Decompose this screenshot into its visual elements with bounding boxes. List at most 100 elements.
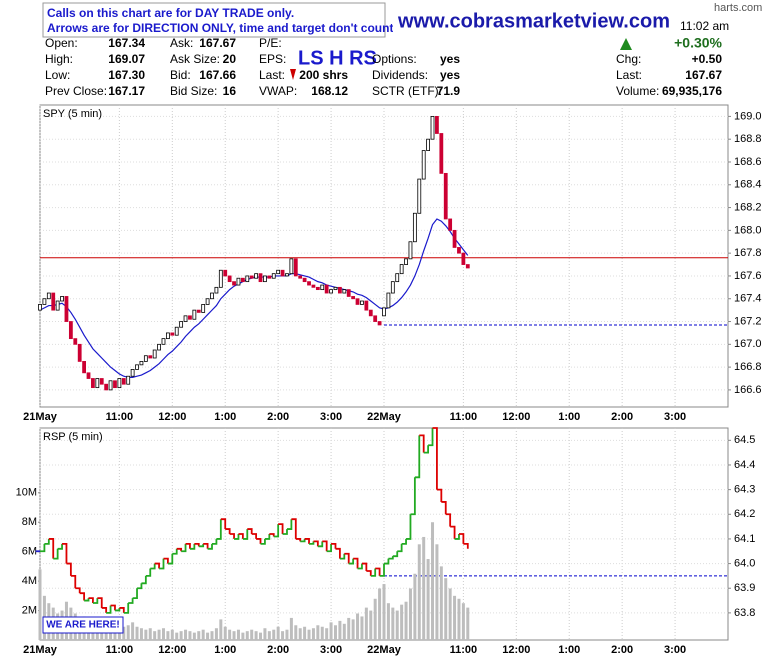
volume-bar <box>298 628 302 640</box>
volume-bar <box>444 578 448 640</box>
volume-bar <box>378 588 382 640</box>
candle <box>386 292 391 309</box>
candle <box>404 258 408 265</box>
volume-bar <box>144 629 148 640</box>
volume-bar <box>325 628 329 640</box>
field-label: High: <box>45 52 73 66</box>
up-arrow <box>620 38 632 50</box>
candle <box>73 338 78 345</box>
price-step <box>348 558 355 565</box>
notes-box <box>42 2 386 38</box>
volume-bar <box>316 625 320 640</box>
field-value: 168.12 <box>311 84 348 98</box>
price-step <box>176 547 183 552</box>
moving-average <box>39 218 469 378</box>
volume-bar <box>175 632 179 640</box>
price-step <box>392 551 399 558</box>
annotation-box <box>42 616 124 634</box>
volume-bar <box>404 601 408 640</box>
price-step <box>397 543 403 553</box>
volume-bar <box>329 622 333 640</box>
price-step <box>384 558 390 565</box>
price-step <box>406 514 412 540</box>
price-step <box>181 543 187 553</box>
volume-bar <box>153 631 157 640</box>
panel-label: SPY (5 min) <box>43 108 102 120</box>
price-step <box>260 538 266 545</box>
y-tick-label: 167.8 <box>734 247 762 259</box>
y2-tick-label: 6M <box>22 546 37 558</box>
price-step <box>75 587 81 594</box>
price-step <box>313 540 319 547</box>
price-step <box>154 562 160 569</box>
candle <box>196 309 201 313</box>
candle <box>236 277 241 286</box>
price-step <box>106 605 112 614</box>
volume-bar <box>188 631 192 640</box>
price-step <box>189 543 196 550</box>
candle <box>285 273 289 277</box>
candle <box>232 281 236 286</box>
x-tick-label: 2:00 <box>611 644 633 656</box>
price-step <box>419 434 425 453</box>
candle <box>104 383 109 391</box>
volume-bar <box>303 626 307 640</box>
y-tick-label: 64.4 <box>734 459 755 471</box>
candle <box>135 364 139 370</box>
y-tick-label: 168.0 <box>734 224 762 236</box>
candle <box>443 172 448 220</box>
candle <box>91 378 95 389</box>
candle <box>302 277 307 283</box>
y-tick-label: 168.6 <box>734 156 762 168</box>
volume-bar <box>386 603 390 640</box>
volume-bar <box>347 617 351 640</box>
candle <box>245 275 250 283</box>
candle <box>38 304 42 311</box>
price-step <box>326 543 332 553</box>
y-tick-label: 168.8 <box>734 133 762 145</box>
y2-tick-label: 4M <box>22 575 37 587</box>
volume-bar <box>294 625 298 640</box>
price-step <box>92 598 99 604</box>
x-tick-label: 1:00 <box>558 411 580 423</box>
y-tick-label: 64.1 <box>734 533 755 545</box>
candle <box>351 296 356 300</box>
price-step <box>295 538 302 542</box>
volume-bar <box>311 628 315 640</box>
candle <box>210 292 214 300</box>
x-tick-label: 11:00 <box>106 411 134 423</box>
volume-bar <box>245 631 249 640</box>
candle <box>377 321 382 326</box>
y2-tick-label: 8M <box>22 516 37 528</box>
price-step <box>247 528 253 534</box>
x-tick-label: 3:00 <box>320 644 342 656</box>
volume-bar <box>223 626 227 640</box>
x-tick-label: 22May <box>367 411 402 423</box>
candle <box>174 326 179 336</box>
volume-bar <box>201 629 205 640</box>
x-tick-label: 1:00 <box>214 411 236 423</box>
candle <box>267 275 272 279</box>
price-step <box>242 529 249 540</box>
candle <box>51 292 56 311</box>
x-tick-label: 12:00 <box>502 644 530 656</box>
price-step <box>291 518 297 539</box>
candle <box>157 343 161 351</box>
candle <box>346 289 351 297</box>
field-value: 200 shrs <box>299 68 348 82</box>
volume-bar <box>342 623 346 640</box>
candle <box>461 252 466 265</box>
candle <box>360 300 364 305</box>
x-tick-label: 11:00 <box>106 644 134 656</box>
price-step <box>137 583 143 590</box>
price-step <box>101 607 108 613</box>
y-tick-label: 167.6 <box>734 270 762 282</box>
candle <box>315 286 320 291</box>
candle <box>188 315 192 320</box>
y-tick-label: 166.8 <box>734 361 762 373</box>
price-step <box>234 534 240 540</box>
candle <box>82 361 87 374</box>
price-step <box>410 477 416 516</box>
field-label: Open: <box>45 36 78 50</box>
